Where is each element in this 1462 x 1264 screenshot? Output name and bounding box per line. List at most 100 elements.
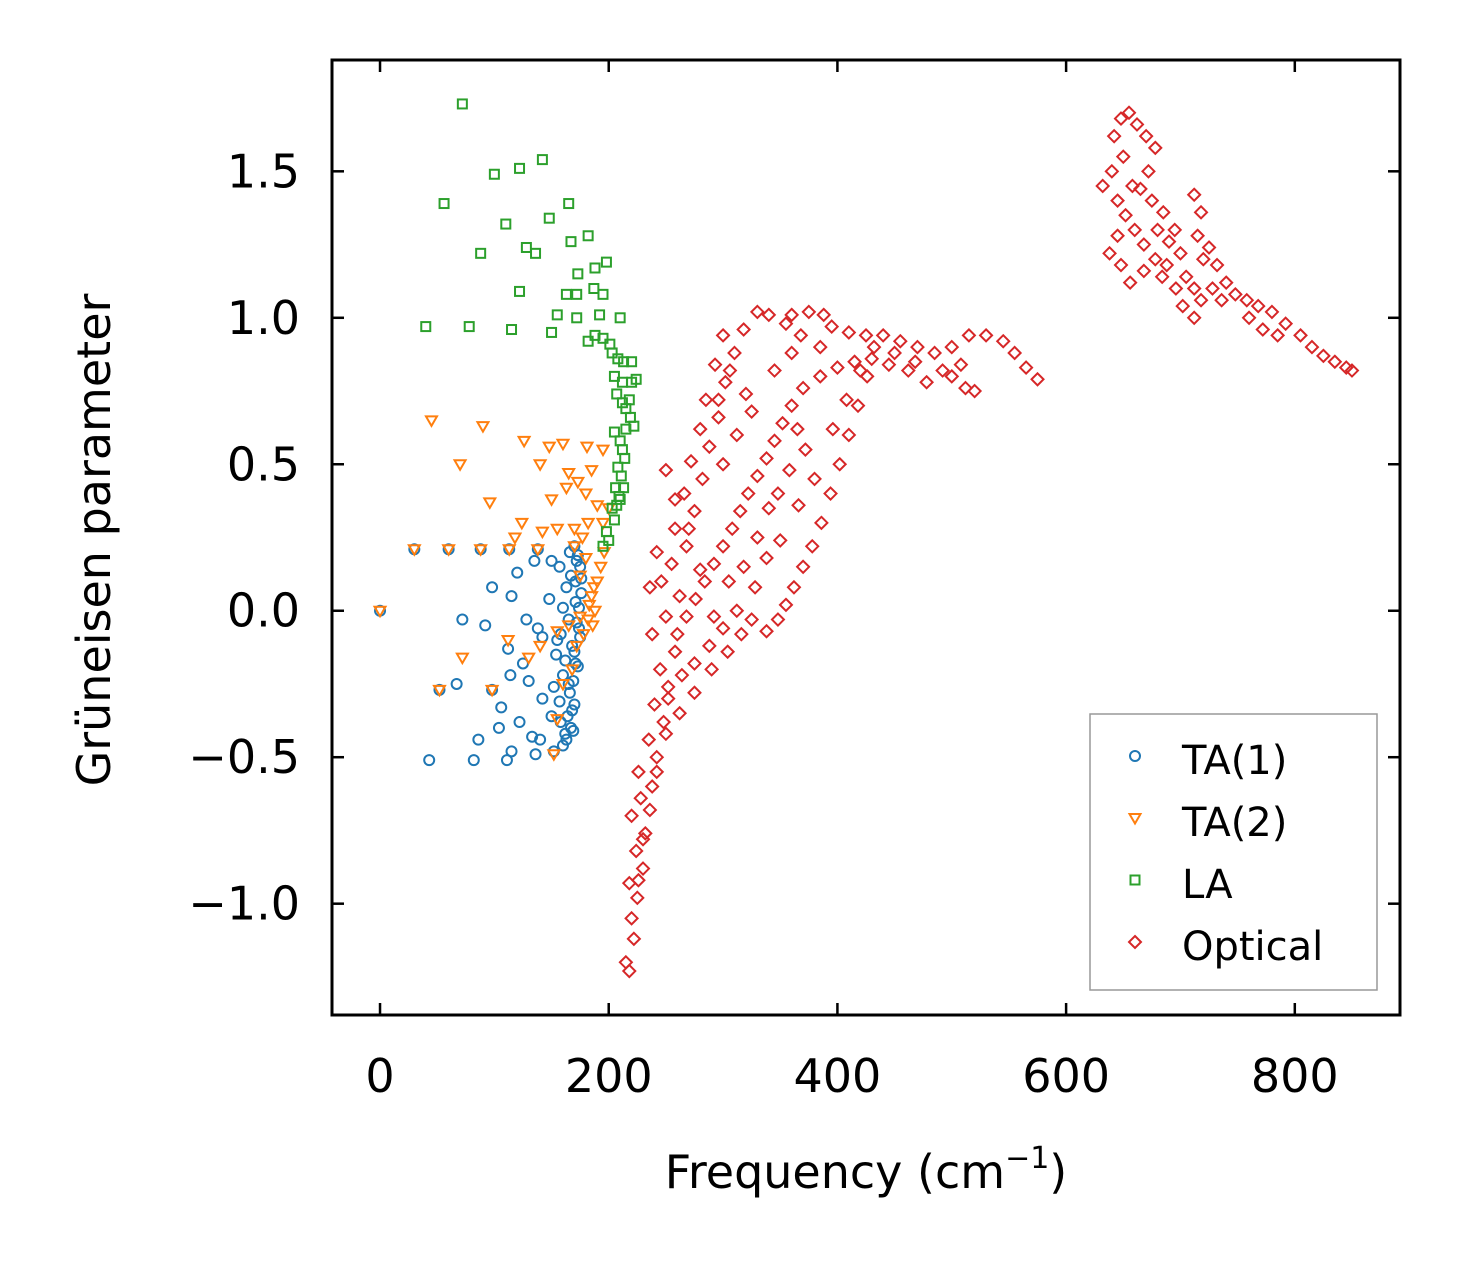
data-point: [532, 459, 548, 472]
data-point: [555, 678, 571, 692]
data-point: [761, 307, 777, 323]
data-point: [536, 631, 549, 644]
data-point: [603, 534, 615, 546]
data-point: [841, 325, 857, 340]
data-point: [736, 322, 752, 337]
data-point: [1270, 327, 1286, 343]
data-point: [535, 526, 550, 540]
data-point: [727, 345, 742, 361]
data-point: [633, 790, 649, 806]
legend-marker: [1129, 750, 1141, 762]
data-point: [620, 423, 632, 435]
data-point: [910, 339, 925, 355]
data-point: [530, 544, 546, 557]
data-point: [594, 309, 606, 321]
data-point: [516, 435, 532, 449]
data-point: [875, 327, 891, 343]
data-point: [585, 620, 600, 633]
y-tick-label: 1.5: [227, 144, 300, 198]
data-point: [593, 561, 608, 575]
y-tick-label: −1.0: [188, 877, 300, 931]
data-point: [778, 597, 794, 613]
data-point: [550, 523, 565, 537]
data-point: [511, 566, 524, 579]
data-point: [1178, 269, 1194, 285]
data-point: [529, 748, 542, 761]
data-point: [582, 230, 594, 242]
data-point: [1110, 193, 1125, 209]
data-point: [587, 605, 603, 619]
legend-label-ta2: TA(2): [1181, 800, 1287, 846]
data-point: [556, 601, 569, 614]
data-point: [563, 198, 575, 210]
data-point: [564, 664, 580, 677]
data-point: [579, 441, 595, 455]
x-tick-label: 600: [1022, 1049, 1110, 1103]
data-point: [847, 354, 862, 370]
data-point: [504, 669, 517, 682]
data-point: [1241, 310, 1257, 326]
data-point: [1018, 360, 1034, 376]
data-point: [667, 521, 683, 537]
data-point: [866, 339, 882, 355]
data-point: [561, 468, 576, 481]
data-point: [1278, 316, 1294, 332]
data-point: [759, 623, 774, 639]
data-point: [556, 739, 569, 752]
data-point: [624, 910, 640, 926]
data-point: [784, 398, 800, 414]
data-point: [823, 486, 838, 501]
data-point: [858, 327, 874, 343]
data-point: [733, 626, 749, 642]
data-point: [1250, 298, 1266, 314]
data-point: [1193, 204, 1209, 220]
data-point: [542, 441, 557, 455]
data-point: [507, 532, 523, 545]
data-point: [562, 613, 575, 626]
data-point: [953, 357, 969, 373]
data-point: [482, 497, 498, 510]
data-point: [649, 764, 665, 780]
data-point: [667, 644, 683, 660]
data-point: [864, 351, 880, 367]
data-point: [620, 403, 632, 415]
data-point: [1186, 310, 1202, 326]
data-point: [546, 749, 562, 762]
data-point: [944, 339, 960, 355]
data-point: [829, 360, 845, 376]
y-tick-label: 1.0: [227, 291, 300, 345]
y-tick-label: 0.0: [227, 584, 300, 638]
data-point: [555, 438, 571, 452]
data-point: [642, 579, 658, 595]
data-point: [492, 721, 505, 734]
data-point: [644, 779, 660, 794]
data-point: [778, 316, 794, 332]
data-point: [589, 262, 601, 274]
data-point: [495, 701, 508, 714]
data-point: [812, 339, 828, 355]
data-point: [536, 154, 548, 166]
data-point: [1147, 251, 1163, 267]
x-tick-label: 800: [1251, 1049, 1339, 1103]
data-point: [656, 714, 672, 730]
data-point: [456, 98, 468, 110]
series-optical: [618, 105, 1360, 979]
data-point: [463, 321, 475, 333]
data-point: [1327, 354, 1343, 370]
data-point: [513, 716, 526, 729]
data-point: [653, 574, 669, 589]
data-point: [1186, 281, 1202, 296]
data-point: [722, 363, 738, 378]
data-point: [514, 285, 526, 297]
data-point: [597, 288, 609, 300]
data-point: [1293, 327, 1308, 343]
data-point: [567, 523, 582, 537]
data-point: [679, 609, 694, 625]
data-point: [606, 347, 618, 359]
data-point: [624, 411, 636, 423]
data-point: [559, 654, 572, 667]
data-point: [687, 656, 702, 671]
data-point: [534, 733, 547, 746]
data-point: [789, 421, 805, 437]
data-point: [715, 620, 731, 636]
